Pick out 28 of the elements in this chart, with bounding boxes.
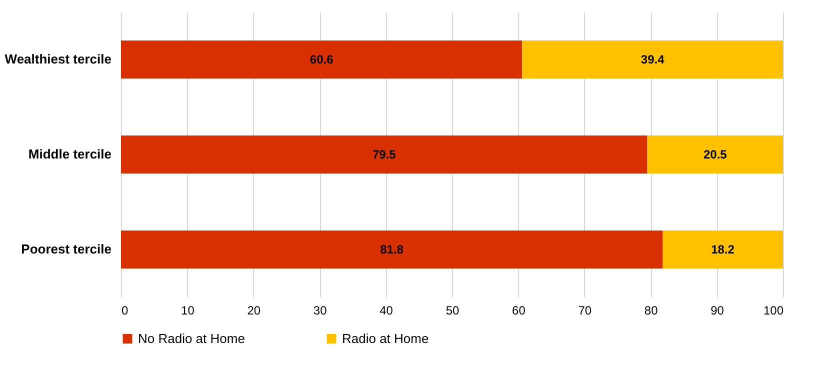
x-tick-label: 40 [380, 304, 394, 318]
data-label: 39.4 [640, 52, 665, 66]
x-tick-label: 10 [181, 304, 195, 318]
bar [647, 136, 783, 174]
x-tick-label: 80 [644, 304, 658, 318]
y-tick-label: Poorest tercile [21, 242, 112, 256]
legend-label: No Radio at Home [138, 330, 245, 346]
bar [121, 136, 648, 174]
x-tick-label: 90 [710, 304, 724, 318]
legend-label: Radio at Home [342, 330, 429, 346]
bar [121, 230, 663, 268]
x-tick-label: 30 [313, 304, 328, 318]
y-tick-label: Middle tercile [28, 146, 112, 162]
data-label: 20.5 [703, 148, 728, 162]
x-tick-label: 70 [578, 304, 592, 318]
data-label: 81.8 [380, 242, 404, 256]
bar [662, 230, 783, 268]
bar [522, 40, 783, 78]
data-label: 79.5 [372, 148, 396, 162]
bar [121, 40, 522, 78]
y-tick-label: Wealthiest tercile [4, 52, 112, 66]
x-tick-label: 20 [247, 304, 261, 318]
x-tick-label: 60 [512, 304, 526, 318]
x-tick-label: 100 [763, 304, 784, 318]
data-label: 18.2 [711, 242, 735, 256]
x-tick-label: 0 [122, 304, 128, 318]
x-tick-label: 50 [446, 304, 460, 318]
data-label: 60.6 [310, 52, 334, 66]
